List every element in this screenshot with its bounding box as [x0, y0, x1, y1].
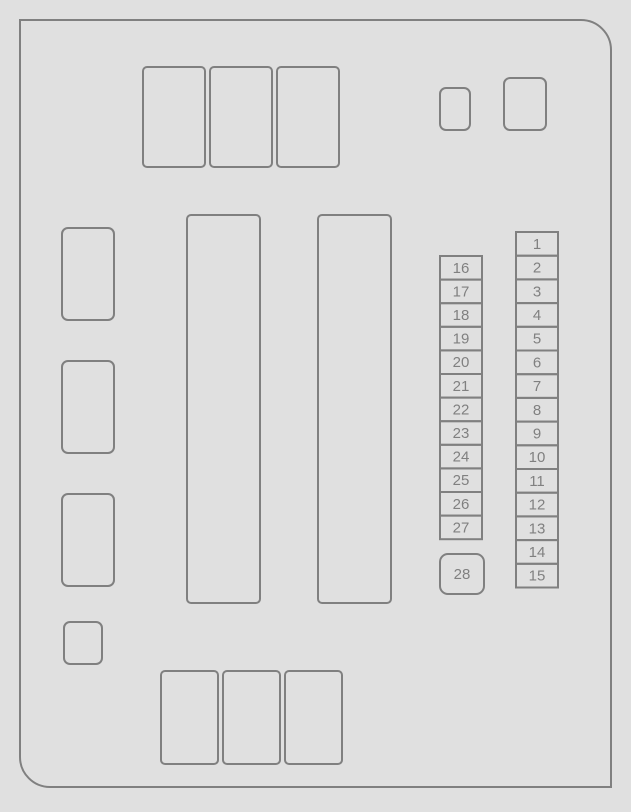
fuse-left-label-20: 20 [453, 354, 470, 371]
fuse-left-label-23: 23 [453, 425, 470, 442]
fuse-box-diagram: 1617181920212223242526271234567891011121… [0, 0, 631, 807]
fuse-left-label-17: 17 [453, 283, 470, 300]
fuse-left-label-16: 16 [453, 260, 470, 277]
fuse-right-label-7: 7 [533, 378, 541, 395]
fuse-right-label-6: 6 [533, 354, 541, 371]
fuse-left-label-25: 25 [453, 472, 470, 489]
fuse-right-label-13: 13 [529, 520, 546, 537]
fuse-right-label-15: 15 [529, 568, 546, 585]
fuse-left-label-18: 18 [453, 307, 470, 324]
fuse-right-label-9: 9 [533, 425, 541, 442]
fuse-left-label-26: 26 [453, 496, 470, 513]
fuse-right-label-5: 5 [533, 331, 541, 348]
fuse-right-label-14: 14 [529, 544, 546, 561]
fuse-right-label-3: 3 [533, 283, 541, 300]
fuse-right-label-10: 10 [529, 449, 546, 466]
fuse-left-label-24: 24 [453, 449, 470, 466]
fuse-right-label-2: 2 [533, 260, 541, 277]
fuse-right-label-11: 11 [529, 473, 545, 490]
fuse-left-label-27: 27 [453, 519, 470, 536]
fuse-left-label-19: 19 [453, 331, 470, 348]
fuse-right-label-4: 4 [533, 307, 541, 324]
fuse-left-label-21: 21 [453, 378, 470, 395]
fuse-left-label-22: 22 [453, 401, 470, 418]
fuse-right-label-1: 1 [533, 236, 541, 253]
fuse-right-label-12: 12 [529, 497, 546, 514]
fuse-28-label: 28 [454, 566, 471, 583]
fuse-right-label-8: 8 [533, 402, 541, 419]
